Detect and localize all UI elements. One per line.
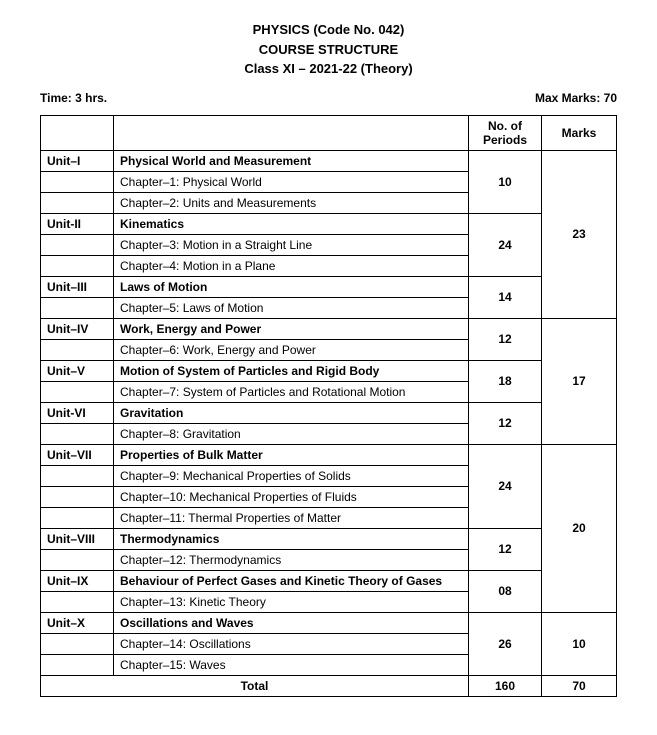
chapter-cell: Chapter–9: Mechanical Properties of Soli… bbox=[114, 465, 469, 486]
header-line2: COURSE STRUCTURE bbox=[40, 40, 617, 60]
chapter-cell: Chapter–6: Work, Energy and Power bbox=[114, 339, 469, 360]
unit-title: Physical World and Measurement bbox=[114, 150, 469, 171]
total-label: Total bbox=[41, 675, 469, 696]
chapter-cell: Chapter–5: Laws of Motion bbox=[114, 297, 469, 318]
table-row: Unit–VII Properties of Bulk Matter 24 20 bbox=[41, 444, 617, 465]
chapter-cell: Chapter–8: Gravitation bbox=[114, 423, 469, 444]
table-row: Unit–X Oscillations and Waves 26 10 bbox=[41, 612, 617, 633]
periods-cell: 10 bbox=[469, 150, 542, 213]
unit-title: Thermodynamics bbox=[114, 528, 469, 549]
periods-cell: 12 bbox=[469, 318, 542, 360]
meta-row: Time: 3 hrs. Max Marks: 70 bbox=[40, 91, 617, 105]
table-row: Unit-VI Gravitation 12 bbox=[41, 402, 617, 423]
marks-cell: 17 bbox=[542, 318, 617, 444]
periods-cell: 26 bbox=[469, 612, 542, 675]
chapter-cell: Chapter–12: Thermodynamics bbox=[114, 549, 469, 570]
col-marks: Marks bbox=[542, 115, 617, 150]
marks-cell: 10 bbox=[542, 612, 617, 675]
unit-id: Unit–X bbox=[41, 612, 114, 633]
unit-id: Unit–I bbox=[41, 150, 114, 171]
col-periods: No. of Periods bbox=[469, 115, 542, 150]
unit-title: Kinematics bbox=[114, 213, 469, 234]
unit-title: Oscillations and Waves bbox=[114, 612, 469, 633]
unit-id: Unit-VI bbox=[41, 402, 114, 423]
unit-title: Gravitation bbox=[114, 402, 469, 423]
marks-cell: 23 bbox=[542, 150, 617, 318]
marks-cell: 20 bbox=[542, 444, 617, 612]
unit-id: Unit–IX bbox=[41, 570, 114, 591]
periods-cell: 24 bbox=[469, 213, 542, 276]
header-line3: Class XI – 2021-22 (Theory) bbox=[40, 59, 617, 79]
table-row: Unit-II Kinematics 24 bbox=[41, 213, 617, 234]
unit-id: Unit–IV bbox=[41, 318, 114, 339]
chapter-cell: Chapter–2: Units and Measurements bbox=[114, 192, 469, 213]
total-periods: 160 bbox=[469, 675, 542, 696]
header-row: No. of Periods Marks bbox=[41, 115, 617, 150]
table-row: Unit–I Physical World and Measurement 10… bbox=[41, 150, 617, 171]
unit-id: Unit–V bbox=[41, 360, 114, 381]
periods-cell: 18 bbox=[469, 360, 542, 402]
header-line1: PHYSICS (Code No. 042) bbox=[40, 20, 617, 40]
max-marks-label: Max Marks: 70 bbox=[535, 91, 617, 105]
unit-title: Laws of Motion bbox=[114, 276, 469, 297]
syllabus-table: No. of Periods Marks Unit–I Physical Wor… bbox=[40, 115, 617, 697]
unit-id: Unit-II bbox=[41, 213, 114, 234]
unit-title: Properties of Bulk Matter bbox=[114, 444, 469, 465]
unit-id: Unit–VIII bbox=[41, 528, 114, 549]
periods-cell: 14 bbox=[469, 276, 542, 318]
periods-cell: 12 bbox=[469, 402, 542, 444]
col-unit bbox=[41, 115, 114, 150]
chapter-cell: Chapter–4: Motion in a Plane bbox=[114, 255, 469, 276]
col-topic bbox=[114, 115, 469, 150]
chapter-cell: Chapter–7: System of Particles and Rotat… bbox=[114, 381, 469, 402]
chapter-cell: Chapter–3: Motion in a Straight Line bbox=[114, 234, 469, 255]
chapter-cell: Chapter–1: Physical World bbox=[114, 171, 469, 192]
periods-cell: 24 bbox=[469, 444, 542, 528]
total-row: Total 160 70 bbox=[41, 675, 617, 696]
table-row: Unit–IV Work, Energy and Power 12 17 bbox=[41, 318, 617, 339]
periods-cell: 12 bbox=[469, 528, 542, 570]
total-marks: 70 bbox=[542, 675, 617, 696]
chapter-cell: Chapter–11: Thermal Properties of Matter bbox=[114, 507, 469, 528]
unit-id: Unit–VII bbox=[41, 444, 114, 465]
doc-header: PHYSICS (Code No. 042) COURSE STRUCTURE … bbox=[40, 20, 617, 79]
chapter-cell: Chapter–15: Waves bbox=[114, 654, 469, 675]
unit-title: Motion of System of Particles and Rigid … bbox=[114, 360, 469, 381]
chapter-cell: Chapter–10: Mechanical Properties of Flu… bbox=[114, 486, 469, 507]
table-row: Unit–III Laws of Motion 14 bbox=[41, 276, 617, 297]
chapter-cell: Chapter–13: Kinetic Theory bbox=[114, 591, 469, 612]
unit-id: Unit–III bbox=[41, 276, 114, 297]
unit-title: Behaviour of Perfect Gases and Kinetic T… bbox=[114, 570, 469, 591]
periods-cell: 08 bbox=[469, 570, 542, 612]
chapter-cell: Chapter–14: Oscillations bbox=[114, 633, 469, 654]
unit-title: Work, Energy and Power bbox=[114, 318, 469, 339]
table-row: Unit–VIII Thermodynamics 12 bbox=[41, 528, 617, 549]
time-label: Time: 3 hrs. bbox=[40, 91, 107, 105]
